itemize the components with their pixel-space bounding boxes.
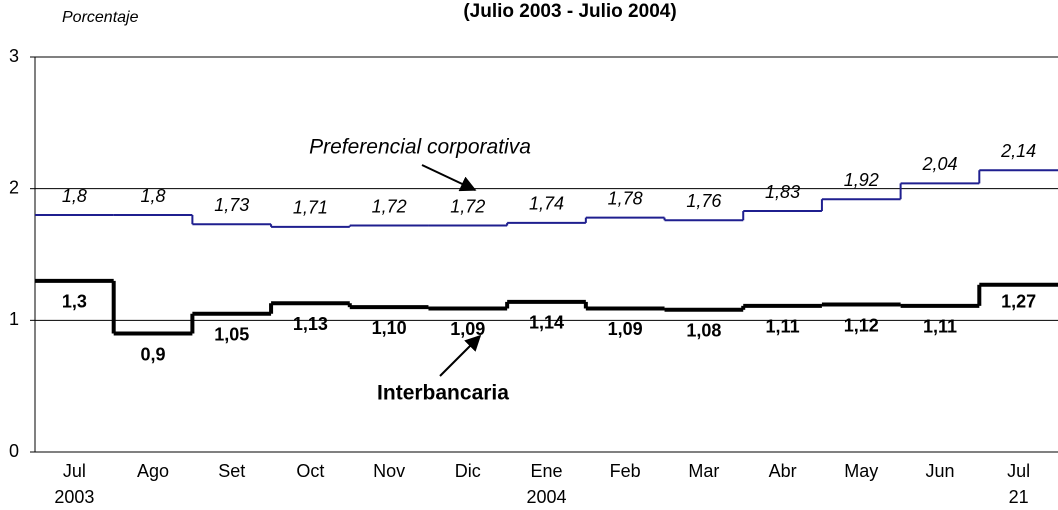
x-tick-label: Set [218,461,245,481]
data-label: 1,76 [686,191,722,211]
series-annotation: Preferencial corporativa [309,136,531,159]
data-label: 1,08 [686,321,721,341]
data-label: 1,09 [450,319,485,339]
x-tick-label: Ene [530,461,562,481]
y-axis-label: Porcentaje [62,9,139,26]
data-label: 1,92 [844,170,879,190]
data-label: 1,74 [529,194,564,214]
x-tick-sublabel: 21 [1009,487,1029,507]
y-tick-label: 1 [9,309,19,329]
data-label: 1,8 [141,186,166,206]
data-label: 1,11 [923,317,957,337]
data-label: 1,09 [608,319,643,339]
x-tick-label: Abr [769,461,797,481]
data-label: 1,14 [529,313,564,333]
annotation-arrow [439,334,482,377]
x-tick-label: May [844,461,878,481]
series-annotation: Interbancaria [377,382,509,405]
chart-title: (Julio 2003 - Julio 2004) [463,1,676,22]
data-label: 1,10 [372,318,407,338]
data-label: 1,73 [214,195,249,215]
data-label: 1,78 [608,188,643,208]
x-tick-label: Feb [610,461,641,481]
data-label: 1,83 [765,182,800,202]
data-label: 1,12 [844,315,879,335]
x-tick-label: Jul [1007,461,1030,481]
data-label: 1,72 [450,196,485,216]
data-label: 2,14 [1000,141,1036,161]
x-tick-label: Mar [688,461,719,481]
x-tick-label: Nov [373,461,405,481]
data-label: 1,13 [293,314,328,334]
y-tick-label: 3 [9,46,19,66]
data-label: 0,9 [141,344,166,364]
x-tick-sublabel: 2004 [526,487,566,507]
x-tick-label: Oct [296,461,324,481]
y-tick-label: 2 [9,177,19,197]
data-label: 1,71 [293,198,328,218]
data-label: 1,11 [766,317,800,337]
data-label: 1,27 [1001,292,1036,312]
data-label: 1,3 [62,292,87,312]
data-label: 1,72 [372,196,407,216]
x-tick-label: Ago [137,461,169,481]
x-tick-label: Dic [455,461,481,481]
x-tick-sublabel: 2003 [54,487,94,507]
data-label: 1,8 [62,186,87,206]
data-label: 1,05 [214,325,249,345]
x-tick-label: Jun [925,461,954,481]
annotation-arrow [421,164,477,192]
x-tick-label: Jul [63,461,86,481]
data-label: 2,04 [921,154,957,174]
y-tick-label: 0 [9,441,19,461]
